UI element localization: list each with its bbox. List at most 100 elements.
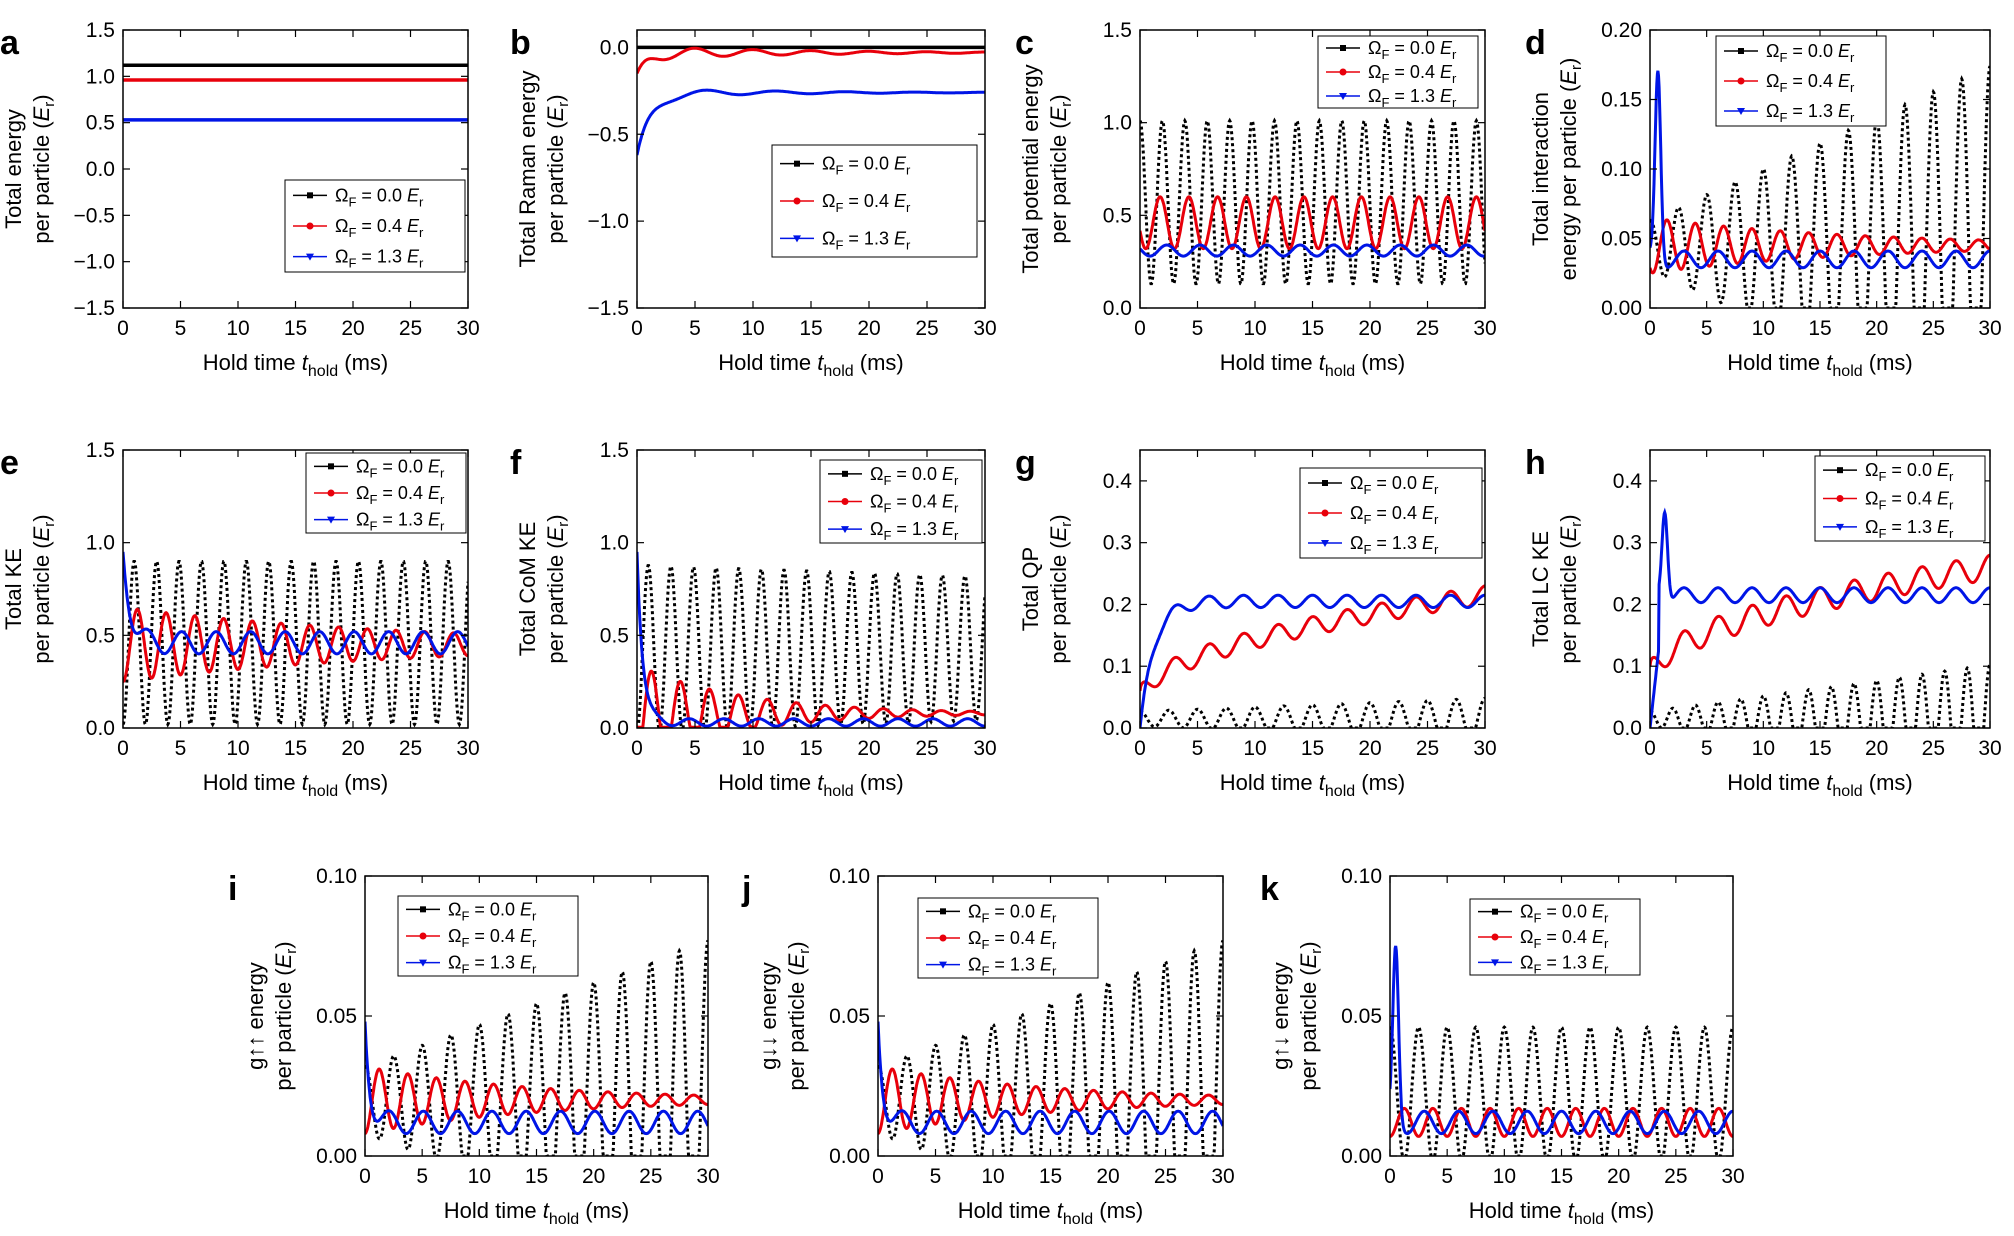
legend-marker: [1738, 48, 1744, 54]
x-axis-label: Hold time thold (ms): [203, 350, 389, 380]
y-axis-label: Total CoM KE: [515, 522, 540, 657]
legend-label: ΩF = 1.3 Er: [335, 247, 424, 271]
y-axis-label: per particle (Er): [784, 941, 813, 1090]
x-tick-label: 5: [1192, 317, 1204, 340]
legend-label: ΩF = 0.0 Er: [448, 899, 537, 923]
legend-marker: [306, 253, 314, 261]
y-axis-label: per particle (Er): [1046, 94, 1075, 243]
panel-label: j: [741, 870, 751, 908]
x-tick-label: 0: [117, 737, 129, 760]
series-line-0: [365, 939, 708, 1156]
legend-marker: [1836, 495, 1844, 502]
x-tick-label: 10: [226, 737, 249, 760]
x-tick-label: 20: [857, 737, 880, 760]
legend-label: ΩF = 1.3 Er: [1865, 517, 1954, 541]
x-tick-label: 20: [341, 737, 364, 760]
legend-label: ΩF = 0.0 Er: [1865, 460, 1954, 484]
legend-marker: [327, 489, 335, 497]
x-axis-label: Hold time thold (ms): [718, 350, 904, 380]
legend-label: ΩF = 1.3 Er: [1350, 533, 1439, 557]
series-line-0: [1140, 696, 1485, 728]
x-tick-label: 25: [1922, 737, 1945, 760]
x-tick-label: 5: [416, 1165, 428, 1188]
series-line-1: [1140, 584, 1485, 692]
y-tick-label: 0.1: [1613, 655, 1642, 678]
x-tick-label: 0: [1134, 317, 1146, 340]
x-tick-label: 20: [1358, 737, 1381, 760]
legend-marker: [1321, 540, 1329, 547]
legend-marker: [420, 906, 426, 913]
x-tick-label: 5: [689, 317, 701, 340]
panel-j: j 0 5 10 15 20 25 30 0.00 0.05 0.10 Hold time thold…: [741, 865, 1235, 1228]
y-axis-label: per particle (Er): [543, 94, 572, 243]
legend-marker: [1737, 77, 1745, 85]
y-axis-label: g↑↓ energy: [1268, 962, 1293, 1070]
x-tick-label: 20: [1865, 737, 1888, 760]
legend-label: ΩF = 1.3 Er: [822, 228, 911, 252]
panel-f: f 0 5 10 15 20 25 30 0.0 0.5 1.0 1.5 Hold time thold…: [510, 439, 997, 800]
panel-d: d 0 5 10 15 20 25 30 0.00 0.05 0.10 0.15 0.20 Hold ti…: [1525, 19, 2002, 380]
legend-label: ΩF = 0.4 Er: [335, 216, 424, 240]
legend-label: ΩF = 0.0 Er: [822, 154, 911, 178]
legend-label: ΩF = 0.0 Er: [356, 456, 445, 480]
x-tick-label: 0: [359, 1165, 371, 1188]
y-axis-label: Total LC KE: [1528, 531, 1553, 647]
y-tick-label: 0.05: [829, 1005, 870, 1028]
y-tick-label: 0.0: [1103, 297, 1132, 320]
y-axis-label: per particle (Er): [1296, 941, 1325, 1090]
x-axis-label: Hold time thold (ms): [958, 1198, 1144, 1228]
panel-h: h 0 5 10 15 20 25 30 0.0 0.1 0.2 0.3 0.4 Hold time th…: [1525, 444, 2002, 800]
x-tick-label: 0: [1644, 317, 1656, 340]
legend-label: ΩF = 0.4 Er: [1368, 62, 1457, 86]
x-tick-label: 15: [1808, 317, 1831, 340]
series-line-0: [878, 939, 1223, 1156]
legend-label: ΩF = 0.0 Er: [870, 464, 959, 488]
y-axis-label: Total QP: [1018, 547, 1043, 631]
series-line-2: [1650, 70, 1990, 270]
legend-marker: [327, 516, 335, 524]
y-tick-label: 0.2: [1103, 593, 1132, 616]
y-axis-label: per particle (Er): [29, 94, 58, 243]
y-tick-label: 0.1: [1103, 655, 1132, 678]
x-tick-label: 30: [973, 737, 996, 760]
legend-marker: [939, 934, 947, 942]
x-axis-label: Hold time thold (ms): [1727, 350, 1913, 380]
y-tick-label: −1.0: [74, 251, 115, 274]
y-tick-label: 1.5: [600, 439, 629, 462]
series-line-1: [123, 607, 468, 683]
legend-label: ΩF = 1.3 Er: [1520, 952, 1609, 976]
x-tick-label: 0: [1644, 737, 1656, 760]
panel-i: i 0 5 10 15 20 25 30 0.00 0.05 0.10 Hold time thold…: [228, 865, 720, 1228]
x-tick-label: 15: [1301, 737, 1324, 760]
y-tick-label: 0.0: [1103, 717, 1132, 740]
legend-label: ΩF = 1.3 Er: [448, 953, 537, 977]
y-tick-label: 0.0: [86, 717, 115, 740]
y-tick-label: 0.15: [1601, 89, 1642, 112]
series-line-0: [1140, 117, 1485, 286]
y-tick-label: 0.0: [600, 36, 629, 59]
panel-g: g 0 5 10 15 20 25 30 0.0 0.1 0.2 0.3 0.4 Hold time th…: [1015, 444, 1497, 800]
y-tick-label: 0.3: [1613, 532, 1642, 555]
legend-label: ΩF = 0.4 Er: [1520, 927, 1609, 951]
legend-label: ΩF = 1.3 Er: [968, 955, 1057, 979]
series-line-2: [637, 88, 985, 156]
x-tick-label: 15: [799, 317, 822, 340]
series-line-2: [123, 551, 468, 656]
y-axis-label: per particle (Er): [29, 514, 58, 663]
panel-e: e 0 5 10 15 20 25 30 0.0 0.5 1.0 1.5 Hold time thold…: [0, 439, 480, 800]
legend-label: ΩF = 0.0 Er: [968, 901, 1057, 925]
x-tick-label: 25: [639, 1165, 662, 1188]
panel-label: d: [1525, 24, 1546, 62]
y-tick-label: 0.00: [829, 1145, 870, 1168]
x-tick-label: 30: [973, 317, 996, 340]
x-tick-label: 25: [1154, 1165, 1177, 1188]
x-tick-label: 15: [525, 1165, 548, 1188]
x-tick-label: 30: [1211, 1165, 1234, 1188]
legend-label: ΩF = 0.0 Er: [335, 185, 424, 209]
x-tick-label: 10: [981, 1165, 1004, 1188]
panel-label: h: [1525, 444, 1546, 482]
x-tick-label: 20: [1096, 1165, 1119, 1188]
